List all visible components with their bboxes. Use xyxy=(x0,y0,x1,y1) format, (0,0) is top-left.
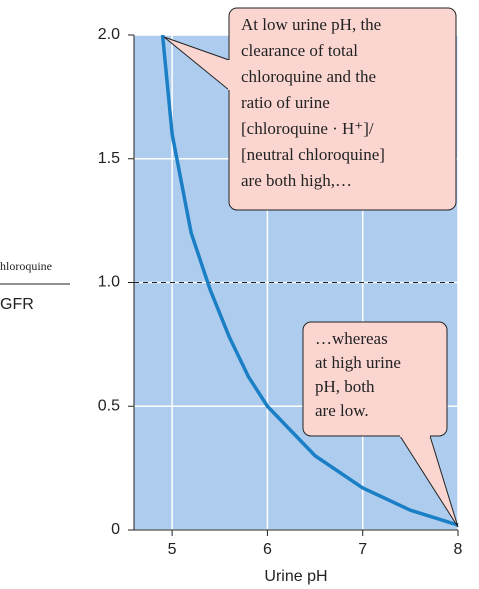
y-tick-label: 1.0 xyxy=(98,274,120,291)
x-tick-label: 8 xyxy=(454,541,463,558)
annotation-text: …whereas xyxy=(315,329,388,348)
annotation-text: [neutral chloroquine] xyxy=(241,145,385,164)
y-label-denominator: GFR xyxy=(0,296,34,313)
callout-box xyxy=(228,7,457,211)
axes xyxy=(133,35,458,531)
annotation-text: are low. xyxy=(315,401,369,420)
x-label: Urine pH xyxy=(264,568,327,585)
annotation-text: chloroquine and the xyxy=(241,67,376,86)
y-tick-label: 2.0 xyxy=(98,26,120,43)
y-tick-label: 0.5 xyxy=(98,397,120,414)
data-line xyxy=(160,34,459,527)
callout-box xyxy=(302,321,448,437)
y-label-numerator: hloroquine xyxy=(0,259,52,273)
x-tick-label: 7 xyxy=(358,541,367,558)
annotation-text: at high urine xyxy=(315,353,401,372)
annotation-text: At low urine pH, the xyxy=(241,15,381,34)
annotation-text: are both high,… xyxy=(241,171,352,190)
x-tick-label: 6 xyxy=(263,541,272,558)
y-tick-label: 1.5 xyxy=(98,150,120,167)
annotation-text: ratio of urine xyxy=(241,93,330,112)
x-tick-label: 5 xyxy=(168,541,177,558)
annotation-text: [chloroquine · H⁺]/ xyxy=(241,119,374,138)
annotation-text: pH, both xyxy=(315,377,375,396)
y-tick-label: 0 xyxy=(111,521,120,538)
annotation-text: clearance of total xyxy=(241,41,358,60)
